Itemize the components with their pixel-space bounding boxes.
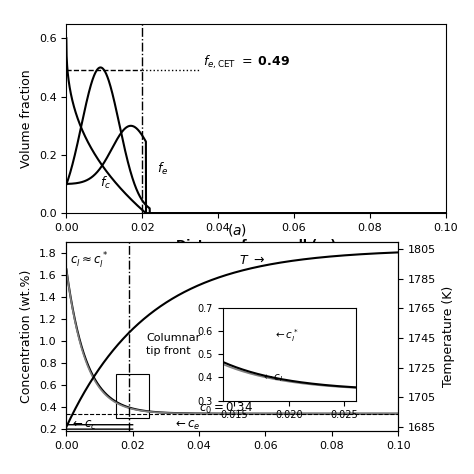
Text: tip front: tip front <box>146 346 191 356</box>
Text: $T\ \rightarrow$: $T\ \rightarrow$ <box>239 254 265 267</box>
Text: $c_l \approx c_l^*$: $c_l \approx c_l^*$ <box>70 251 108 271</box>
Text: $\leftarrow c_e$: $\leftarrow c_e$ <box>173 419 200 432</box>
Y-axis label: Concentration (wt.%): Concentration (wt.%) <box>20 270 33 403</box>
Text: $f_c$: $f_c$ <box>100 175 111 191</box>
Text: $\leftarrow c_l^*$: $\leftarrow c_l^*$ <box>273 328 298 344</box>
Y-axis label: Temperature (K): Temperature (K) <box>442 286 455 387</box>
Text: $(a)$: $(a)$ <box>227 222 247 238</box>
Text: Columnar: Columnar <box>146 333 200 343</box>
Text: $\leftarrow c_c$: $\leftarrow c_c$ <box>70 419 97 432</box>
Y-axis label: Volume fraction: Volume fraction <box>20 69 33 168</box>
Text: $c_0 = 0.34$: $c_0 = 0.34$ <box>199 401 253 416</box>
Text: $\leftarrow c_l$: $\leftarrow c_l$ <box>262 372 284 383</box>
Bar <box>116 374 149 418</box>
Text: $f_{e,\mathrm{CET}}$ $=$ $\mathbf{0.49}$: $f_{e,\mathrm{CET}}$ $=$ $\mathbf{0.49}$ <box>203 54 290 71</box>
X-axis label: Distance from wall (m): Distance from wall (m) <box>176 238 336 252</box>
Text: $f_e$: $f_e$ <box>157 161 169 176</box>
